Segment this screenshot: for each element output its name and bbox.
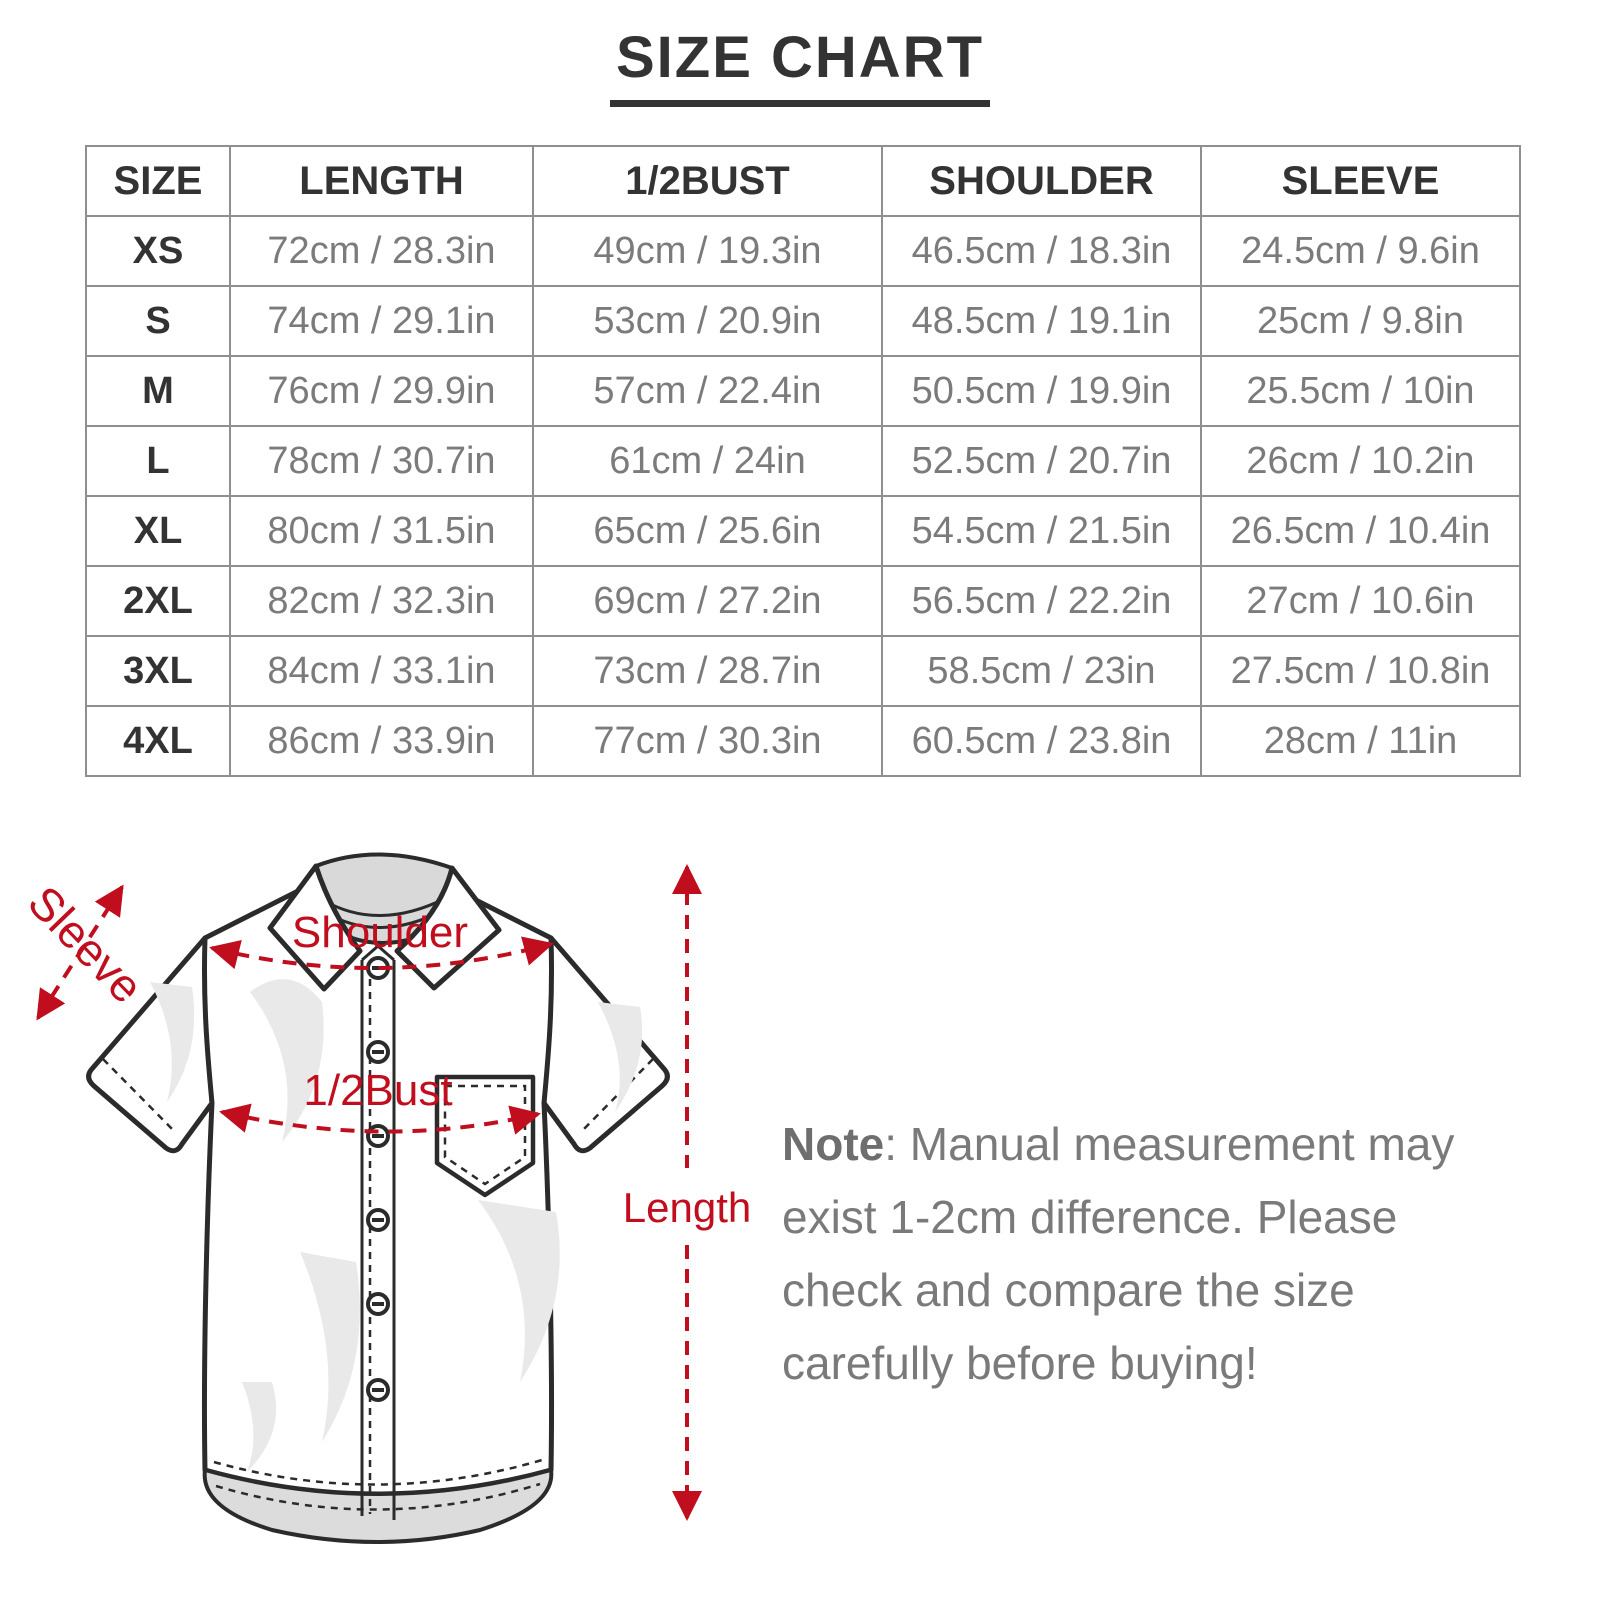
cell-size: M	[85, 355, 231, 427]
cell-sleeve: 27cm / 10.6in	[1200, 565, 1521, 637]
shirt-measurement-diagram: Sleeve Shoulder 1/2Bust Length	[20, 852, 751, 1544]
table-row: XS 72cm / 28.3in 49cm / 19.3in 46.5cm / …	[85, 215, 1521, 287]
cell-size: XS	[85, 215, 231, 287]
cell-size: L	[85, 425, 231, 497]
cell-halfbust: 65cm / 25.6in	[532, 495, 883, 567]
cell-length: 84cm / 33.1in	[229, 635, 534, 707]
cell-sleeve: 26cm / 10.2in	[1200, 425, 1521, 497]
table-row: 3XL 84cm / 33.1in 73cm / 28.7in 58.5cm /…	[85, 635, 1521, 707]
cell-halfbust: 53cm / 20.9in	[532, 285, 883, 357]
shirt-body	[150, 872, 643, 1544]
cell-sleeve: 25cm / 9.8in	[1200, 285, 1521, 357]
cell-size: S	[85, 285, 231, 357]
column-header-size: SIZE	[85, 145, 231, 217]
cell-length: 74cm / 29.1in	[229, 285, 534, 357]
page-title-wrap: SIZE CHART	[0, 24, 1600, 107]
cell-shoulder: 56.5cm / 22.2in	[881, 565, 1202, 637]
cell-halfbust: 57cm / 22.4in	[532, 355, 883, 427]
column-header-length: LENGTH	[229, 145, 534, 217]
cell-halfbust: 49cm / 19.3in	[532, 215, 883, 287]
cell-shoulder: 48.5cm / 19.1in	[881, 285, 1202, 357]
cell-length: 78cm / 30.7in	[229, 425, 534, 497]
column-header-shoulder: SHOULDER	[881, 145, 1202, 217]
cell-shoulder: 50.5cm / 19.9in	[881, 355, 1202, 427]
measurement-note: Note: Manual measurement may exist 1-2cm…	[782, 1108, 1482, 1400]
cell-length: 86cm / 33.9in	[229, 705, 534, 777]
note-label: Note	[782, 1118, 885, 1170]
sleeve-label: Sleeve	[20, 876, 153, 1013]
cell-length: 80cm / 31.5in	[229, 495, 534, 567]
size-chart-table: SIZE LENGTH 1/2BUST SHOULDER SLEEVE XS 7…	[85, 145, 1521, 777]
table-row: M 76cm / 29.9in 57cm / 22.4in 50.5cm / 1…	[85, 355, 1521, 427]
cell-size: XL	[85, 495, 231, 567]
note-text: : Manual measurement may exist 1-2cm dif…	[782, 1118, 1455, 1389]
header-row: SIZE LENGTH 1/2BUST SHOULDER SLEEVE	[85, 145, 1521, 217]
column-header-sleeve: SLEEVE	[1200, 145, 1521, 217]
length-label: Length	[623, 1184, 751, 1231]
cell-shoulder: 60.5cm / 23.8in	[881, 705, 1202, 777]
cell-shoulder: 52.5cm / 20.7in	[881, 425, 1202, 497]
half-bust-label: 1/2Bust	[303, 1066, 452, 1115]
cell-shoulder: 46.5cm / 18.3in	[881, 215, 1202, 287]
cell-sleeve: 27.5cm / 10.8in	[1200, 635, 1521, 707]
cell-size: 2XL	[85, 565, 231, 637]
table-row: XL 80cm / 31.5in 65cm / 25.6in 54.5cm / …	[85, 495, 1521, 567]
shoulder-arrow	[209, 936, 554, 971]
sleeve-arrow	[36, 884, 124, 1021]
table-row: L 78cm / 30.7in 61cm / 24in 52.5cm / 20.…	[85, 425, 1521, 497]
table-row: S 74cm / 29.1in 53cm / 20.9in 48.5cm / 1…	[85, 285, 1521, 357]
cell-length: 82cm / 32.3in	[229, 565, 534, 637]
cell-sleeve: 25.5cm / 10in	[1200, 355, 1521, 427]
table-row: 2XL 82cm / 32.3in 69cm / 27.2in 56.5cm /…	[85, 565, 1521, 637]
cell-halfbust: 69cm / 27.2in	[532, 565, 883, 637]
cell-length: 72cm / 28.3in	[229, 215, 534, 287]
cell-sleeve: 28cm / 11in	[1200, 705, 1521, 777]
page-title: SIZE CHART	[610, 24, 990, 107]
cell-length: 76cm / 29.9in	[229, 355, 534, 427]
cell-size: 3XL	[85, 635, 231, 707]
cell-size: 4XL	[85, 705, 231, 777]
column-header-halfbust: 1/2BUST	[532, 145, 883, 217]
shoulder-label: Shoulder	[292, 908, 468, 957]
cell-halfbust: 73cm / 28.7in	[532, 635, 883, 707]
cell-halfbust: 61cm / 24in	[532, 425, 883, 497]
cell-shoulder: 54.5cm / 21.5in	[881, 495, 1202, 567]
cell-sleeve: 24.5cm / 9.6in	[1200, 215, 1521, 287]
cell-halfbust: 77cm / 30.3in	[532, 705, 883, 777]
table-row: 4XL 86cm / 33.9in 77cm / 30.3in 60.5cm /…	[85, 705, 1521, 777]
cell-sleeve: 26.5cm / 10.4in	[1200, 495, 1521, 567]
cell-shoulder: 58.5cm / 23in	[881, 635, 1202, 707]
